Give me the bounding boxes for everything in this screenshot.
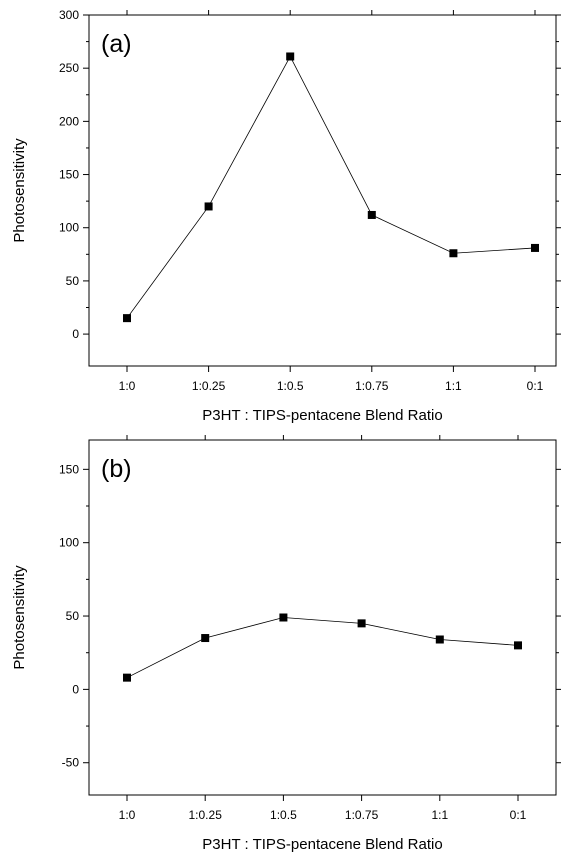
y-tick-label: 0	[72, 682, 79, 696]
x-axis-title: P3HT : TIPS-pentacene Blend Ratio	[202, 836, 442, 853]
data-point	[204, 202, 213, 211]
data-point	[123, 673, 131, 682]
y-axis-title: Photosensitivity	[11, 138, 28, 243]
panel-label: (b)	[101, 455, 132, 483]
y-tick-label: -50	[62, 756, 80, 770]
y-tick-label: 50	[66, 274, 80, 288]
x-tick-label: 1:0.5	[277, 379, 304, 393]
x-tick-label: 1:0.75	[355, 379, 389, 393]
x-tick-label: 1:0	[119, 808, 136, 822]
x-tick-label: 1:1	[445, 379, 462, 393]
x-tick-label: 1:0.25	[189, 808, 223, 822]
data-point	[123, 314, 131, 323]
chart-panel-2: -50 0 50 100 150 1:0 1:0.25 1:0.5 1:0.75 1:1 0:1 P3…	[11, 435, 561, 853]
data-point	[531, 243, 539, 252]
data-point	[435, 635, 444, 644]
series-line	[126, 55, 536, 319]
y-tick-label: 250	[59, 61, 79, 75]
chart-panel-1: 0 50 100 150 200 250 300 1:0 1:0.25 1:0.5 1:0.75 1:…	[11, 8, 561, 424]
x-tick-label: 1:0.5	[270, 808, 297, 822]
plot-frame	[88, 439, 557, 796]
y-tick-label: 200	[59, 114, 79, 128]
x-tick-label: 0:1	[510, 808, 527, 822]
y-tick-label: 150	[59, 168, 79, 182]
y-tick-label: 100	[59, 221, 79, 235]
data-point	[201, 634, 210, 643]
y-tick-label: 300	[59, 8, 79, 22]
data-point	[286, 52, 295, 61]
y-tick-label: 0	[72, 327, 79, 341]
y-axis-title: Photosensitivity	[11, 565, 28, 670]
x-tick-label: 1:0.25	[192, 379, 226, 393]
data-point	[514, 641, 522, 650]
x-tick-label: 0:1	[527, 379, 544, 393]
x-tick-label: 1:1	[431, 808, 448, 822]
x-tick-label: 1:0.75	[345, 808, 379, 822]
plot-frame	[88, 14, 557, 367]
data-point	[367, 210, 376, 219]
data-point	[279, 613, 288, 622]
x-tick-label: 1:0	[119, 379, 136, 393]
panel-label: (a)	[101, 30, 132, 58]
x-axis-title: P3HT : TIPS-pentacene Blend Ratio	[202, 407, 442, 424]
data-point	[357, 619, 366, 628]
y-tick-label: 100	[59, 536, 79, 550]
data-point	[449, 249, 458, 258]
y-tick-label: 150	[59, 462, 79, 476]
series-line	[126, 617, 519, 679]
y-tick-label: 50	[66, 609, 80, 623]
